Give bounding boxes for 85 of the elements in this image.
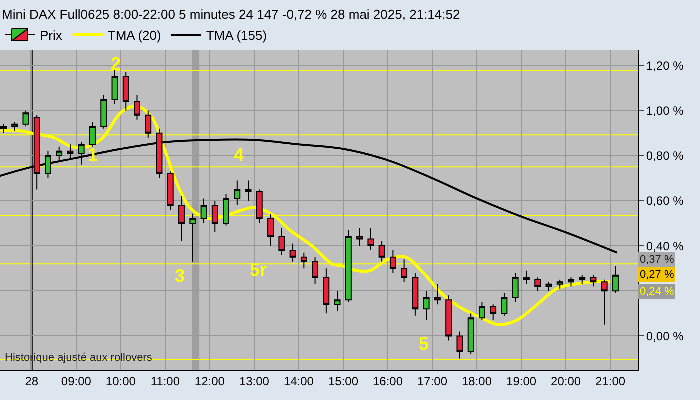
candlestick — [446, 295, 452, 342]
candlestick — [568, 277, 574, 288]
x-tick-label: 09:00 — [61, 374, 92, 388]
candlestick — [300, 252, 308, 270]
annotation: 4 — [234, 145, 244, 165]
annotation: 3 — [175, 266, 186, 286]
chart-title: Mini DAX Full0625 8:00-22:00 5 minutes 24 147 -0,72 % 28 mai 2025, 21:14:52 — [2, 7, 460, 22]
legend-label: Prix — [40, 28, 63, 44]
candlestick — [523, 270, 530, 285]
x-tick-label: 28 — [25, 374, 39, 388]
candlestick — [490, 304, 497, 321]
candlestick — [501, 292, 508, 316]
candlestick — [390, 250, 396, 274]
x-tick-label: 21:00 — [596, 374, 626, 388]
x-tick-label: 16:00 — [372, 374, 404, 388]
candlestick — [0, 124, 7, 134]
candlestick — [356, 228, 364, 247]
candlestick — [345, 230, 352, 303]
candlestick — [212, 200, 218, 234]
candlestick — [456, 331, 464, 360]
candlestick — [546, 282, 552, 292]
candlestick — [334, 290, 341, 312]
candlestick — [290, 243, 296, 262]
candlestick — [401, 259, 408, 283]
candlestick — [223, 194, 230, 226]
x-tick-label: 10:00 — [106, 374, 136, 388]
legend-label: TMA (155) — [206, 28, 268, 44]
y-tick-label: 1,20 % — [646, 58, 684, 73]
x-tick-label: 19:00 — [506, 374, 537, 388]
candlestick — [12, 122, 18, 132]
x-tick-label: 17:00 — [417, 374, 448, 388]
candlestick — [278, 228, 286, 256]
annotation: 0,37 % — [640, 254, 674, 266]
candlestick — [423, 290, 430, 321]
y-tick-label: 0,60 % — [646, 194, 684, 208]
candlestick — [190, 214, 196, 262]
annotation: 2 — [111, 54, 122, 74]
candlestick — [268, 214, 274, 247]
candlestick — [90, 122, 96, 148]
candlestick — [167, 171, 174, 210]
annotation: 0,24 % — [640, 286, 674, 298]
annotation: 5 — [419, 334, 430, 354]
y-tick-label: 0,00 % — [646, 329, 684, 344]
y-tick-label: 1,00 % — [646, 104, 684, 118]
candlestick — [256, 189, 263, 224]
candlestick — [412, 272, 419, 316]
x-tick-label: 20:00 — [551, 374, 582, 388]
candlestick — [245, 180, 252, 202]
candlestick — [56, 146, 63, 161]
candlestick — [200, 198, 208, 224]
x-tick-label: 11:00 — [150, 374, 180, 388]
annotation: 5r — [250, 260, 268, 280]
candlestick — [100, 94, 108, 130]
legend-label: TMA (20) — [108, 28, 162, 44]
candlestick — [601, 279, 608, 326]
candlestick — [67, 144, 74, 159]
x-tick-label: 14:00 — [284, 374, 314, 388]
candlestick — [434, 284, 441, 306]
y-tick-label: 0,80 % — [646, 149, 684, 164]
annotation: 0,27 % — [640, 269, 674, 281]
candlestick — [22, 110, 30, 128]
candlestick — [44, 150, 52, 179]
candlestick — [145, 110, 152, 138]
x-tick-label: 15:00 — [328, 374, 359, 388]
candlestick — [556, 279, 564, 290]
candlestick — [590, 274, 597, 288]
y-tick-label: 0,40 % — [646, 239, 684, 254]
candlestick — [478, 302, 486, 321]
candlestick — [234, 180, 241, 206]
candlestick — [534, 277, 542, 292]
candlestick — [122, 72, 130, 112]
candlestick — [323, 268, 330, 314]
candlestick — [78, 142, 85, 166]
x-tick-label: 13:00 — [239, 374, 270, 388]
x-tick-label: 12:00 — [194, 374, 226, 388]
candlestick — [468, 313, 474, 355]
candlestick — [178, 196, 185, 242]
candlestick — [312, 256, 319, 285]
candlestick — [579, 274, 586, 285]
candlestick — [134, 94, 140, 120]
x-tick-label: 18:00 — [462, 374, 492, 388]
candlestick — [612, 266, 619, 294]
candlestick — [512, 272, 519, 303]
candlestick — [368, 228, 374, 252]
candlestick — [378, 241, 386, 262]
